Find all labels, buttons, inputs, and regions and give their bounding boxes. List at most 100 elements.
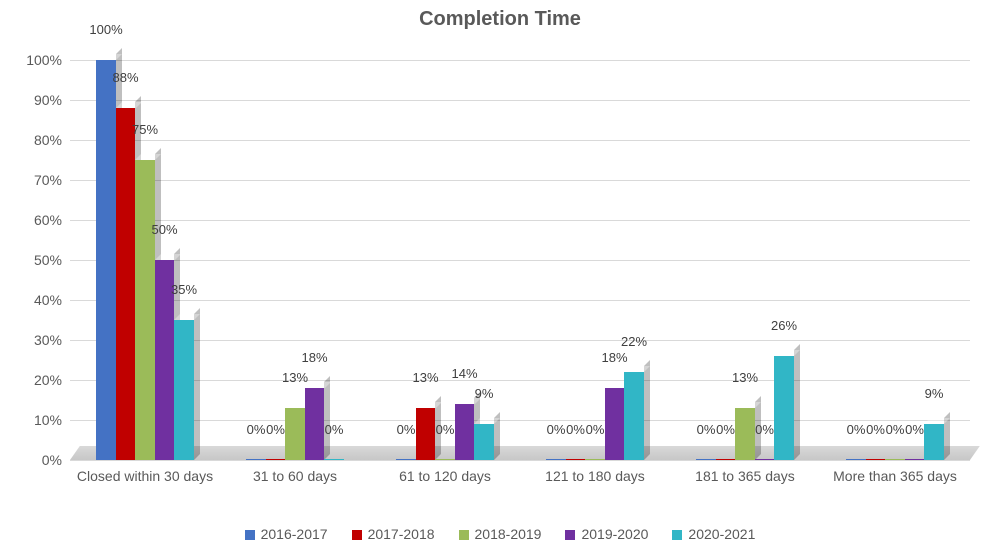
y-tick-label: 80% (34, 132, 62, 148)
bar (696, 459, 716, 460)
bar (566, 459, 586, 460)
y-tick-label: 10% (34, 412, 62, 428)
category-group: 31 to 60 days0%0%13%18%0% (220, 60, 370, 460)
bar-value-label: 35% (171, 282, 197, 297)
bar-value-label: 100% (89, 22, 122, 37)
bar (846, 459, 866, 460)
y-tick-label: 30% (34, 332, 62, 348)
category-group: 61 to 120 days0%13%0%14%9% (370, 60, 520, 460)
legend-item: 2019-2020 (565, 526, 648, 542)
bar-value-label: 75% (132, 122, 158, 137)
category-label: 181 to 365 days (670, 468, 820, 484)
legend-label: 2017-2018 (368, 526, 435, 542)
category-group: More than 365 days0%0%0%0%9% (820, 60, 970, 460)
legend-label: 2016-2017 (261, 526, 328, 542)
y-tick-label: 70% (34, 172, 62, 188)
y-tick-label: 0% (42, 452, 62, 468)
bar (755, 459, 775, 460)
legend-swatch (245, 530, 255, 540)
bar (605, 388, 625, 460)
bar-value-label: 0% (247, 422, 266, 437)
y-tick-label: 60% (34, 212, 62, 228)
bar-groups: Closed within 30 days100%88%75%50%35%31 … (70, 60, 970, 460)
bar (246, 459, 266, 460)
bar (905, 459, 925, 460)
bar-value-label: 26% (771, 318, 797, 333)
category-label: Closed within 30 days (70, 468, 220, 484)
bar-value-label: 13% (282, 370, 308, 385)
category-label: 61 to 120 days (370, 468, 520, 484)
bar-value-label: 0% (886, 422, 905, 437)
bar (716, 459, 736, 460)
bar (305, 388, 325, 460)
legend: 2016-2017 2017-2018 2018-2019 2019-2020 2020… (0, 526, 1000, 544)
completion-time-chart: Completion Time Closed within 30 days 100… (0, 0, 1000, 550)
bar-value-label: 13% (412, 370, 438, 385)
legend-label: 2020-2021 (688, 526, 755, 542)
category-group: 121 to 180 days0%0%0%18%22% (520, 60, 670, 460)
bar-value-label: 18% (601, 350, 627, 365)
y-tick-label: 90% (34, 92, 62, 108)
legend-item: 2016-2017 (245, 526, 328, 542)
bar-value-label: 0% (697, 422, 716, 437)
category-label: 31 to 60 days (220, 468, 370, 484)
bar (324, 459, 344, 460)
bar (474, 424, 494, 460)
bar-value-label: 0% (755, 422, 774, 437)
bar-value-label: 0% (325, 422, 344, 437)
category-label: 121 to 180 days (520, 468, 670, 484)
bar (96, 60, 116, 460)
bar-value-label: 0% (566, 422, 585, 437)
bar-value-label: 0% (586, 422, 605, 437)
bar-value-label: 0% (266, 422, 285, 437)
bar-value-label: 0% (397, 422, 416, 437)
bar (135, 160, 155, 460)
legend-item: 2020-2021 (672, 526, 755, 542)
chart-title: Completion Time (0, 8, 1000, 31)
bar (396, 459, 416, 460)
bar (924, 424, 944, 460)
bar (266, 459, 286, 460)
category-group: Closed within 30 days100%88%75%50%35% (70, 60, 220, 460)
bar-value-label: 0% (847, 422, 866, 437)
legend-swatch (672, 530, 682, 540)
bar (116, 108, 136, 460)
bar-value-label: 14% (451, 366, 477, 381)
bar (174, 320, 194, 460)
y-tick-label: 100% (26, 52, 62, 68)
bar-value-label: 0% (716, 422, 735, 437)
category-group: 181 to 365 days0%0%13%0%26% (670, 60, 820, 460)
bar-value-label: 9% (925, 386, 944, 401)
bar-value-label: 0% (436, 422, 455, 437)
bar-value-label: 88% (112, 70, 138, 85)
legend-item: 2018-2019 (459, 526, 542, 542)
bar-value-label: 0% (547, 422, 566, 437)
legend-label: 2019-2020 (581, 526, 648, 542)
plot-area: Closed within 30 days100%88%75%50%35%31 … (70, 60, 970, 461)
bar-value-label: 9% (475, 386, 494, 401)
legend-swatch (459, 530, 469, 540)
y-tick-label: 40% (34, 292, 62, 308)
bar-value-label: 50% (151, 222, 177, 237)
legend-swatch (352, 530, 362, 540)
gridline (70, 460, 970, 461)
bar (866, 459, 886, 460)
bar-value-label: 13% (732, 370, 758, 385)
y-tick-label: 20% (34, 372, 62, 388)
bar-value-label: 22% (621, 334, 647, 349)
legend-label: 2018-2019 (475, 526, 542, 542)
bar (546, 459, 566, 460)
legend-item: 2017-2018 (352, 526, 435, 542)
bar-value-label: 0% (866, 422, 885, 437)
bar (416, 408, 436, 460)
bar (455, 404, 475, 460)
bar-value-label: 18% (301, 350, 327, 365)
bar (735, 408, 755, 460)
legend-swatch (565, 530, 575, 540)
category-label: More than 365 days (820, 468, 970, 484)
bar (285, 408, 305, 460)
bar (585, 459, 605, 460)
bar (774, 356, 794, 460)
bar (435, 459, 455, 460)
y-tick-label: 50% (34, 252, 62, 268)
